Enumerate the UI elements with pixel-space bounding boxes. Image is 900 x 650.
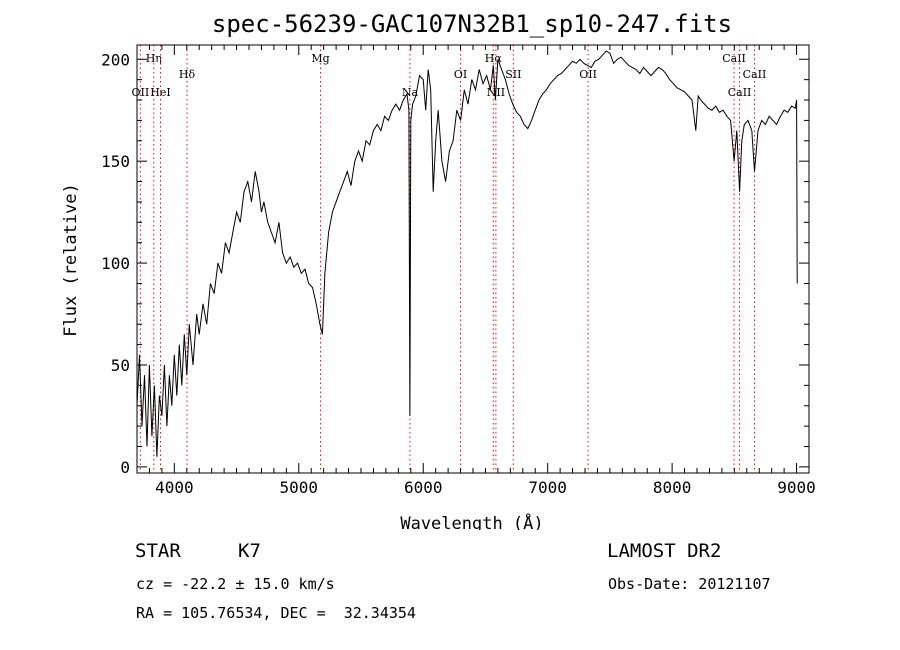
- y-tick-label: 50: [111, 356, 130, 375]
- chart-title: spec-56239-GAC107N32B1_sp10-247.fits: [212, 10, 732, 38]
- survey-name: LAMOST DR2: [607, 540, 722, 562]
- observation-date: Obs-Date: 20121107: [608, 575, 771, 593]
- marker-label: Mg: [311, 52, 329, 65]
- object-class: STAR: [135, 540, 181, 562]
- marker-label: Hη: [146, 52, 162, 65]
- spectrum-line: [136, 50, 798, 457]
- marker-label: OII: [132, 86, 150, 99]
- x-axis-label: Wavelength (Å): [400, 512, 543, 530]
- marker-label: Hδ: [179, 68, 196, 81]
- subclass: K7: [238, 540, 261, 562]
- x-tick-label: 6000: [404, 478, 443, 497]
- marker-label: CaII: [743, 68, 767, 81]
- marker-label: CaII: [728, 86, 752, 99]
- marker-label: OII: [579, 68, 597, 81]
- marker-label: SII: [505, 68, 521, 81]
- plot-frame: [136, 44, 810, 474]
- sky-coordinates: RA = 105.76534, DEC = 32.34354: [136, 604, 416, 622]
- plot-axes: 4000 5000 6000 7000 8000 9000 0 50 100 150 200: [101, 44, 816, 497]
- x-tick-label: 7000: [528, 478, 567, 497]
- x-tick-label: 8000: [653, 478, 692, 497]
- x-tick-label: 4000: [155, 478, 194, 497]
- redshift-velocity: cz = -22.2 ± 15.0 km/s: [136, 575, 335, 593]
- y-tick-label: 150: [101, 152, 130, 171]
- marker-label: CaII: [722, 52, 746, 65]
- x-tick-label: 5000: [280, 478, 319, 497]
- spectrum-chart: spec-56239-GAC107N32B1_sp10-247.fits OII…: [61, 10, 816, 530]
- y-tick-label: 0: [120, 458, 130, 477]
- y-axis-label: Flux (relative): [61, 183, 81, 337]
- y-tick-label: 200: [101, 50, 130, 69]
- y-tick-label: 100: [101, 254, 130, 273]
- x-tick-label: 9000: [777, 478, 816, 497]
- marker-label: HeI: [150, 86, 170, 99]
- marker-label: OI: [454, 68, 467, 81]
